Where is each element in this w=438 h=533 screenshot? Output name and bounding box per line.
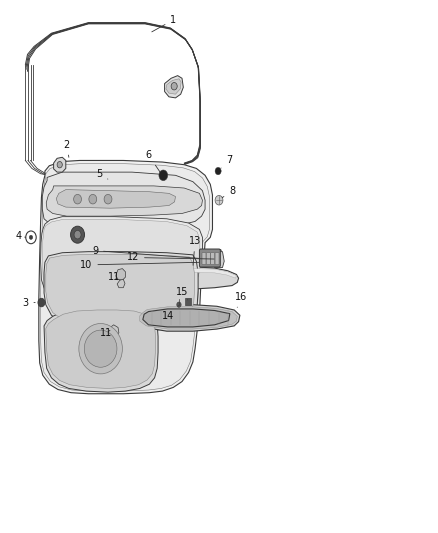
Ellipse shape [84,330,117,367]
Polygon shape [118,268,237,278]
Polygon shape [116,269,125,280]
Polygon shape [110,325,119,336]
Polygon shape [46,310,155,389]
Polygon shape [44,252,198,331]
Polygon shape [44,308,158,392]
Polygon shape [53,157,66,172]
Ellipse shape [79,324,122,374]
Text: 12: 12 [127,253,214,262]
Polygon shape [41,216,202,306]
Text: 13: 13 [189,236,201,265]
Circle shape [38,298,45,307]
Text: 16: 16 [235,292,247,308]
Text: 3: 3 [22,297,35,308]
Polygon shape [137,305,240,331]
FancyBboxPatch shape [211,253,215,264]
Polygon shape [39,160,212,394]
FancyBboxPatch shape [185,298,191,306]
Circle shape [74,230,81,239]
Circle shape [177,302,181,308]
Text: 4: 4 [16,231,26,241]
Circle shape [71,226,85,243]
Text: 7: 7 [221,156,232,168]
FancyBboxPatch shape [199,249,220,267]
Circle shape [74,195,81,204]
Text: 5: 5 [96,169,108,179]
Polygon shape [41,164,209,391]
Polygon shape [42,219,200,303]
Text: 15: 15 [176,287,188,300]
Circle shape [29,235,33,239]
Polygon shape [46,186,202,216]
Circle shape [171,83,177,90]
Text: 2: 2 [64,140,70,157]
Circle shape [89,195,97,204]
FancyBboxPatch shape [215,253,219,264]
Circle shape [57,161,62,168]
Polygon shape [117,279,125,288]
Circle shape [159,170,168,181]
Circle shape [104,195,112,204]
Text: 9: 9 [92,246,199,259]
Text: 10: 10 [80,260,199,270]
Text: 6: 6 [145,150,160,172]
Polygon shape [42,172,205,228]
Polygon shape [165,76,184,98]
Polygon shape [213,252,224,268]
Polygon shape [114,266,239,290]
Circle shape [215,196,223,205]
FancyBboxPatch shape [202,253,206,264]
Circle shape [215,167,221,175]
Text: 11: 11 [100,328,112,338]
Text: 11: 11 [108,272,120,282]
Polygon shape [140,307,237,329]
Text: 14: 14 [162,306,179,321]
Text: 1: 1 [152,15,177,32]
Polygon shape [46,254,194,328]
Text: 8: 8 [222,186,235,198]
Polygon shape [166,79,181,94]
Polygon shape [143,309,230,327]
Polygon shape [56,190,176,208]
FancyBboxPatch shape [203,249,221,263]
FancyBboxPatch shape [206,253,210,264]
